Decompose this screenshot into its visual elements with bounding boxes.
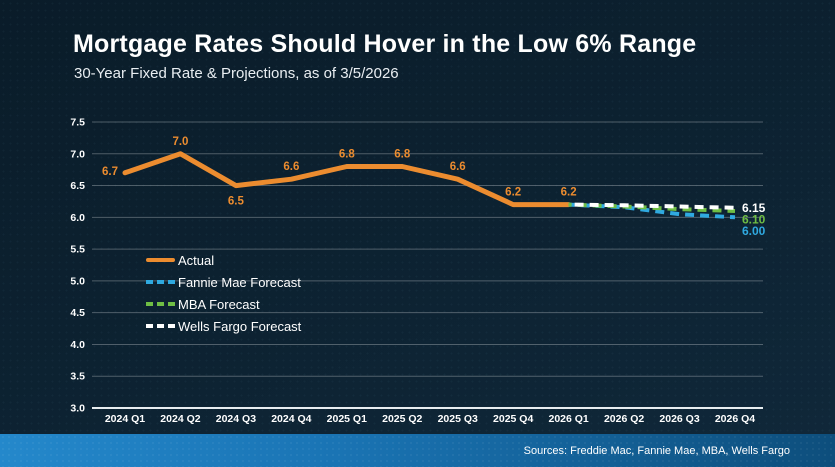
footer-bar: Sources: Freddie Mac, Fannie Mae, MBA, W… xyxy=(0,434,835,467)
x-tick-label: 2026 Q1 xyxy=(548,413,588,425)
chart-legend: Actual Fannie Mae Forecast MBA Forecast Wel… xyxy=(146,252,302,334)
x-tick-label: 2024 Q3 xyxy=(216,413,256,425)
data-label: 6.2 xyxy=(505,187,521,199)
x-tick-label: 2026 Q3 xyxy=(659,413,699,425)
legend-label-actual: Actual xyxy=(178,252,215,268)
data-label: 7.0 xyxy=(172,136,188,148)
x-tick-label: 2025 Q1 xyxy=(327,413,367,425)
legend-item-actual: Actual xyxy=(146,252,301,268)
sources-text: Sources: Freddie Mac, Fannie Mae, MBA, W… xyxy=(523,444,790,457)
actual-line xyxy=(122,151,572,208)
y-tick-label: 6.5 xyxy=(70,180,85,192)
data-label: 6.8 xyxy=(339,148,356,160)
actual-line-swatch xyxy=(146,258,175,262)
y-tick-label: 3.5 xyxy=(70,371,85,383)
mba-line-swatch xyxy=(146,302,175,306)
data-label: 6.6 xyxy=(283,161,299,173)
x-tick-label: 2025 Q2 xyxy=(382,413,422,425)
y-tick-label: 7.0 xyxy=(70,148,85,160)
legend-item-wells-fargo: Wells Fargo Forecast xyxy=(146,318,302,334)
x-tick-label: 2025 Q3 xyxy=(438,413,478,425)
data-label: 6.5 xyxy=(228,196,245,208)
legend-item-fannie-mae: Fannie Mae Forecast xyxy=(146,274,301,290)
end-label-fannie-mae: 6.00 xyxy=(742,224,766,238)
legend-label-fannie-mae: Fannie Mae Forecast xyxy=(178,274,301,290)
x-tick-label: 2026 Q2 xyxy=(604,413,644,425)
wells-fargo-line xyxy=(568,202,736,210)
legend-item-mba: MBA Forecast xyxy=(146,296,301,312)
y-tick-label: 5.0 xyxy=(70,275,85,287)
end-label-mba: 6.10 xyxy=(742,212,766,226)
data-label: 6.6 xyxy=(450,161,466,173)
chart-subtitle: 30-Year Fixed Rate & Projections, as of … xyxy=(74,65,399,82)
data-label: 6.7 xyxy=(102,166,118,178)
end-label-wells-fargo: 6.15 xyxy=(742,201,766,215)
y-tick-label: 7.5 xyxy=(70,117,85,129)
y-tick-label: 4.0 xyxy=(70,339,85,351)
y-tick-label: 6.0 xyxy=(70,212,85,224)
legend-label-mba: MBA Forecast xyxy=(178,296,260,312)
x-tick-label: 2024 Q2 xyxy=(160,413,200,425)
fannie-mae-line-swatch xyxy=(146,280,175,284)
data-label: 6.2 xyxy=(561,187,577,199)
y-tick-label: 4.5 xyxy=(70,307,85,319)
y-tick-label: 3.0 xyxy=(70,403,85,415)
legend-label-wells-fargo: Wells Fargo Forecast xyxy=(178,318,302,334)
x-tick-label: 2024 Q1 xyxy=(105,413,145,425)
wells-fargo-line-swatch xyxy=(146,324,175,328)
x-tick-label: 2024 Q4 xyxy=(271,413,311,425)
x-tick-label: 2025 Q4 xyxy=(493,413,533,425)
x-tick-label: 2026 Q4 xyxy=(715,413,755,425)
data-label: 6.8 xyxy=(394,148,411,160)
y-tick-label: 5.5 xyxy=(70,244,85,256)
chart-title: Mortgage Rates Should Hover in the Low 6… xyxy=(73,30,697,58)
